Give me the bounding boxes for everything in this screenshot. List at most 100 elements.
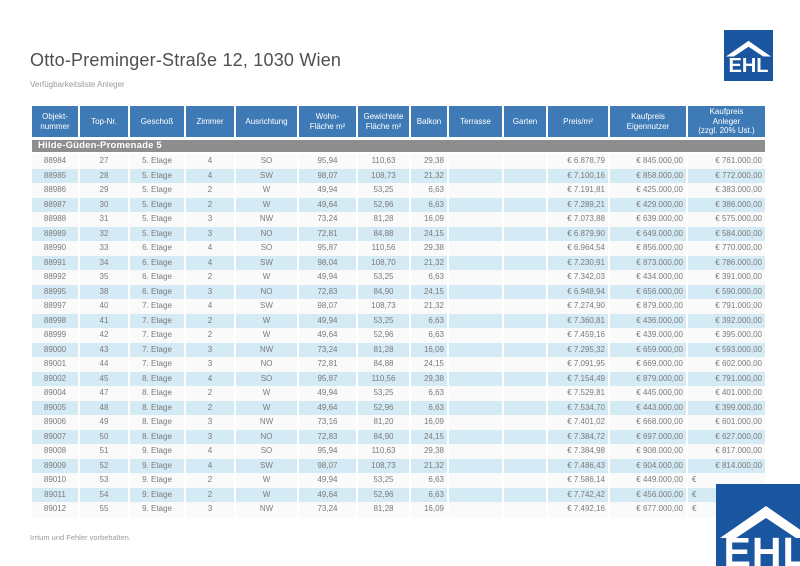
table-cell: 89007 — [32, 429, 78, 444]
table-cell: € 7.492,16 — [548, 502, 608, 517]
table-cell: 6,63 — [411, 487, 447, 502]
table-cell — [504, 444, 546, 459]
table-row: 88997 40 7. Etage 4 SW 98,07 108,73 21,32 € 7.27… — [32, 299, 765, 314]
table-cell: 6,63 — [411, 473, 447, 488]
table-cell: 54 — [80, 487, 128, 502]
table-cell: € 772.000,00 — [688, 168, 765, 183]
table-cell: 95,94 — [299, 444, 356, 459]
table-cell: 4 — [186, 241, 234, 256]
table-cell: SO — [236, 371, 297, 386]
table-cell — [449, 197, 502, 212]
table-cell: 6. Etage — [130, 255, 184, 270]
table-row: 88991 34 6. Etage 4 SW 98,04 108,70 21,32 € 7.23… — [32, 255, 765, 270]
table-cell: 108,70 — [358, 255, 409, 270]
table-cell: 89000 — [32, 342, 78, 357]
table-cell: 6,63 — [411, 183, 447, 198]
table-cell: 5. Etage — [130, 154, 184, 169]
table-cell: 98,04 — [299, 255, 356, 270]
table-cell: 110,56 — [358, 241, 409, 256]
table-cell: € 627.000,00 — [688, 429, 765, 444]
table-cell: € 7.100,16 — [548, 168, 608, 183]
table-cell: 8. Etage — [130, 415, 184, 430]
table-cell: 88989 — [32, 226, 78, 241]
table-cell: € 590.000,00 — [688, 284, 765, 299]
table-cell: 7. Etage — [130, 342, 184, 357]
table-cell: 53,25 — [358, 270, 409, 285]
availability-table: Objekt- nummer Top-Nr. Geschoß Zimmer Ausric… — [30, 106, 767, 517]
table-row: 89001 44 7. Etage 3 NO 72,81 84,88 24,15 € 7.091… — [32, 357, 765, 372]
table-cell: € 7.742,42 — [548, 487, 608, 502]
table-cell: € 7.459,16 — [548, 328, 608, 343]
table-cell: € 7.586,14 — [548, 473, 608, 488]
table-cell — [504, 371, 546, 386]
table-cell: € 436.000,00 — [610, 313, 686, 328]
table-cell: 3 — [186, 342, 234, 357]
table-cell: 49 — [80, 415, 128, 430]
table-cell — [504, 241, 546, 256]
table-cell: 89009 — [32, 458, 78, 473]
table-cell: 55 — [80, 502, 128, 517]
column-header: Zimmer — [186, 106, 234, 137]
table-row: 89008 51 9. Etage 4 SO 95,94 110,63 29,38 € 7.38… — [32, 444, 765, 459]
table-cell: 8. Etage — [130, 371, 184, 386]
table-cell: 40 — [80, 299, 128, 314]
table-cell: 42 — [80, 328, 128, 343]
table-cell: € 7.274,90 — [548, 299, 608, 314]
table-cell: € 445.000,00 — [610, 386, 686, 401]
table-cell — [449, 299, 502, 314]
table-cell: 5. Etage — [130, 226, 184, 241]
table-cell: € 791.000,00 — [688, 371, 765, 386]
table-cell: 3 — [186, 357, 234, 372]
column-header: Kaufpreis Anleger (zzgl. 20% Ust.) — [688, 106, 765, 137]
table-cell — [504, 357, 546, 372]
table-cell: 49,94 — [299, 183, 356, 198]
table-cell: € 383.000,00 — [688, 183, 765, 198]
table-cell: € 879.000,00 — [610, 371, 686, 386]
table-cell: € 575.000,00 — [688, 212, 765, 227]
table-cell: 88991 — [32, 255, 78, 270]
table-cell — [504, 429, 546, 444]
table-cell: 53,25 — [358, 473, 409, 488]
footer-disclaimer: Irrtum und Fehler vorbehalten. — [30, 533, 131, 542]
table-cell: 110,63 — [358, 444, 409, 459]
table-cell: 2 — [186, 473, 234, 488]
table-cell: 4 — [186, 255, 234, 270]
table-cell: 88995 — [32, 284, 78, 299]
table-cell: 6,63 — [411, 313, 447, 328]
table-cell: 52,96 — [358, 400, 409, 415]
table-cell — [449, 400, 502, 415]
table-cell: € 7.529,81 — [548, 386, 608, 401]
table-cell: 16,09 — [411, 212, 447, 227]
table-cell: 110,63 — [358, 154, 409, 169]
table-cell: 89005 — [32, 400, 78, 415]
column-header: Objekt- nummer — [32, 106, 78, 137]
table-cell: € 669.000,00 — [610, 357, 686, 372]
column-header: Preis/m² — [548, 106, 608, 137]
table-cell: 53,25 — [358, 183, 409, 198]
table-cell — [449, 284, 502, 299]
table-cell: 2 — [186, 386, 234, 401]
table-cell: 50 — [80, 429, 128, 444]
table-cell: 8. Etage — [130, 386, 184, 401]
table-cell: SW — [236, 458, 297, 473]
table-cell: 49,94 — [299, 313, 356, 328]
column-header: Garten — [504, 106, 546, 137]
table-cell: 34 — [80, 255, 128, 270]
table-cell — [449, 154, 502, 169]
table-cell: € 845.000,00 — [610, 154, 686, 169]
table-cell — [449, 270, 502, 285]
table-cell: 5. Etage — [130, 212, 184, 227]
ehl-logo-large: EHL — [716, 484, 800, 566]
table-cell: 6,63 — [411, 197, 447, 212]
section-header-label: Hilde-Güden-Promenade 5 — [32, 137, 765, 154]
table-cell: € 908.000,00 — [610, 444, 686, 459]
table-cell: 95,87 — [299, 241, 356, 256]
table-cell: 24,15 — [411, 284, 447, 299]
table-row: 89010 53 9. Etage 2 W 49,94 53,25 6,63 € 7.586,1… — [32, 473, 765, 488]
table-cell — [504, 313, 546, 328]
table-cell: 48 — [80, 400, 128, 415]
table-cell: 47 — [80, 386, 128, 401]
table-cell: 6,63 — [411, 386, 447, 401]
table-cell: 98,07 — [299, 168, 356, 183]
